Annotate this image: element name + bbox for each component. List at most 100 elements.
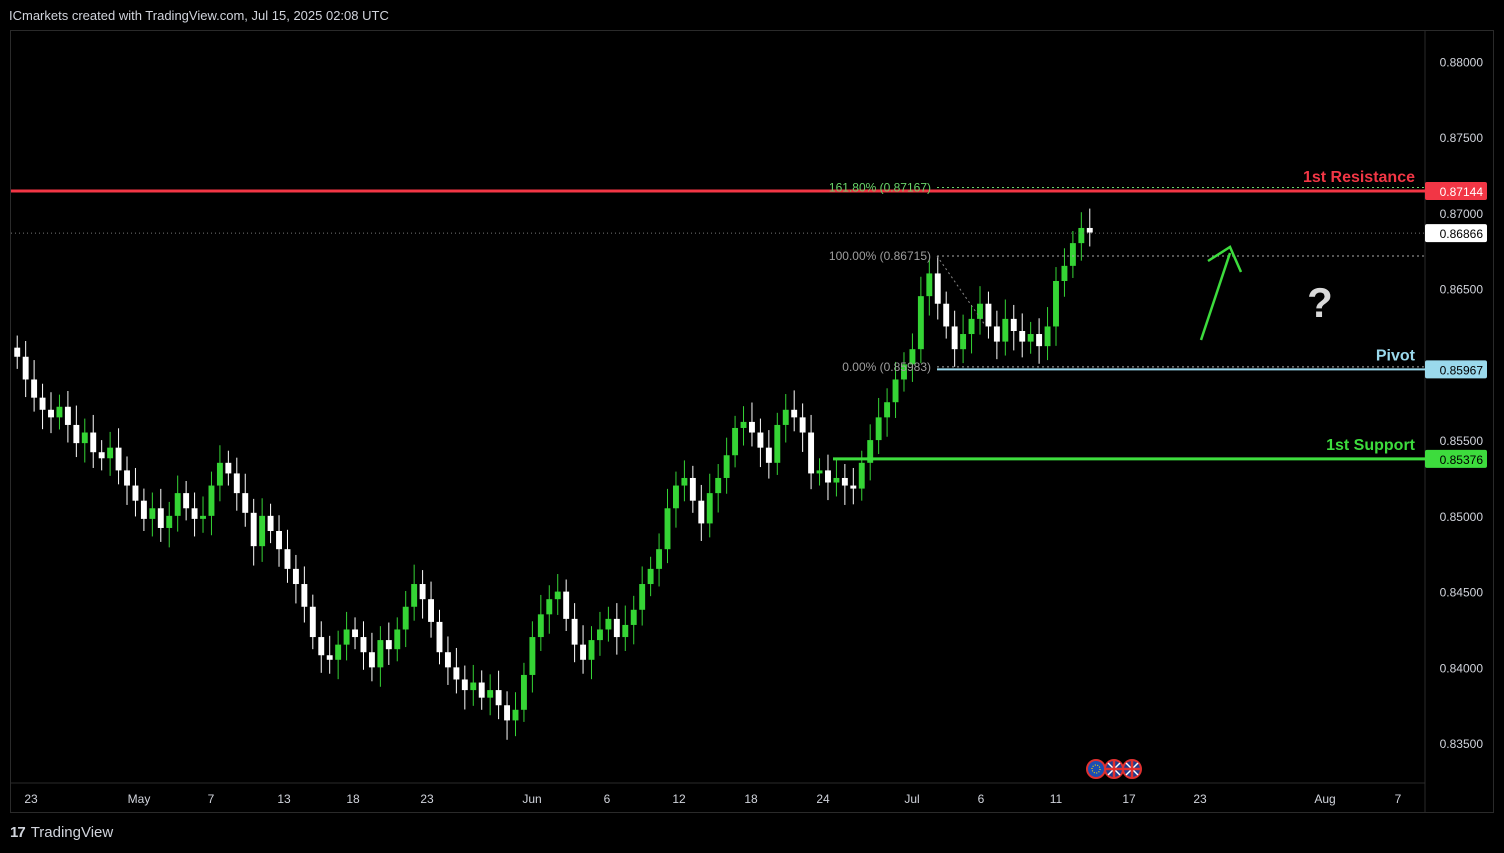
candle bbox=[977, 286, 983, 335]
candle bbox=[377, 626, 384, 687]
projection-arrow bbox=[1199, 245, 1243, 341]
candle bbox=[385, 622, 392, 665]
candle bbox=[14, 335, 21, 369]
candle bbox=[765, 430, 772, 479]
candle bbox=[419, 570, 426, 619]
chart-attribution: ICmarkets created with TradingView.com, … bbox=[9, 8, 389, 23]
candle bbox=[64, 391, 71, 443]
candle bbox=[292, 554, 299, 604]
candle bbox=[1019, 313, 1026, 358]
resistance-label: 1st Resistance bbox=[1303, 169, 1415, 186]
candle bbox=[698, 484, 705, 541]
candle bbox=[934, 255, 941, 320]
pivot-price-label: 0.85967 bbox=[1440, 363, 1484, 377]
fib-connector bbox=[936, 255, 987, 327]
candle bbox=[1010, 304, 1017, 351]
candle bbox=[664, 488, 671, 564]
support-label: 1st Support bbox=[1326, 437, 1416, 454]
question-annotation: ? bbox=[1307, 279, 1333, 326]
candle bbox=[183, 481, 190, 521]
candle bbox=[816, 458, 823, 486]
candle bbox=[596, 611, 603, 656]
candle bbox=[157, 488, 164, 542]
candle bbox=[909, 333, 916, 382]
candle bbox=[48, 392, 54, 434]
grid-layer bbox=[11, 31, 1426, 812]
candle bbox=[394, 617, 401, 662]
time-tick-label: 6 bbox=[978, 792, 985, 806]
uk-flag-icon[interactable] bbox=[1104, 759, 1124, 779]
candle bbox=[647, 556, 654, 597]
time-tick-label: Jul bbox=[904, 792, 919, 806]
candle bbox=[749, 402, 755, 447]
candle bbox=[90, 414, 97, 468]
candle bbox=[368, 632, 375, 682]
price-tick-label: 0.84500 bbox=[1440, 586, 1484, 600]
candle bbox=[554, 574, 561, 615]
candle bbox=[81, 418, 88, 463]
candle bbox=[31, 360, 38, 412]
candle bbox=[411, 564, 418, 621]
candle bbox=[757, 418, 764, 468]
candle bbox=[140, 488, 147, 531]
price-axis: 0.880000.875000.870000.865000.860000.855… bbox=[1425, 55, 1487, 751]
candle bbox=[656, 533, 663, 587]
pivot-label: Pivot bbox=[1376, 347, 1416, 364]
time-tick-label: 11 bbox=[1050, 792, 1063, 806]
candle bbox=[740, 406, 747, 446]
price-tick-label: 0.84000 bbox=[1440, 661, 1484, 675]
price-chart[interactable]: 1st Resistance Pivot 1st Support 161.80% (… bbox=[11, 31, 1493, 812]
candle bbox=[901, 352, 907, 392]
support-price-badge bbox=[1425, 449, 1487, 468]
time-tick-label: 18 bbox=[744, 792, 758, 806]
time-tick-label: 17 bbox=[1122, 792, 1136, 806]
candle bbox=[343, 611, 350, 661]
tradingview-logo[interactable]: 17 TradingView bbox=[10, 824, 113, 841]
candle bbox=[520, 662, 527, 722]
candle bbox=[200, 496, 206, 533]
time-tick-label: Jun bbox=[522, 792, 541, 806]
candle bbox=[723, 437, 730, 494]
candle bbox=[276, 515, 282, 567]
candle bbox=[799, 403, 806, 452]
candle bbox=[968, 304, 975, 354]
candle bbox=[571, 603, 578, 663]
candle bbox=[1053, 267, 1059, 346]
fibonacci-layer: 161.80% (0.87167) 100.00% (0.86715) 0.00% … bbox=[829, 181, 1425, 374]
candle bbox=[318, 621, 325, 673]
candle bbox=[546, 585, 553, 634]
levels-layer: 1st Resistance Pivot 1st Support bbox=[11, 169, 1425, 461]
candle bbox=[107, 431, 114, 476]
uk-flag-icon[interactable] bbox=[1122, 759, 1142, 779]
candle bbox=[124, 456, 130, 505]
candle bbox=[808, 414, 815, 490]
resistance-price-label: 0.87144 bbox=[1440, 185, 1484, 199]
candle bbox=[715, 464, 722, 513]
candle bbox=[73, 405, 80, 458]
time-tick-label: May bbox=[128, 792, 151, 806]
time-tick-label: 7 bbox=[1395, 792, 1402, 806]
candle bbox=[132, 467, 139, 517]
candle bbox=[39, 383, 46, 430]
candle bbox=[1069, 231, 1076, 278]
candle bbox=[1078, 212, 1085, 261]
price-tick-label: 0.85000 bbox=[1440, 510, 1484, 524]
current-price-badge bbox=[1425, 224, 1487, 243]
chart-frame[interactable]: 1st Resistance Pivot 1st Support 161.80% (… bbox=[10, 30, 1494, 813]
candle bbox=[774, 412, 781, 475]
candle bbox=[529, 621, 536, 693]
time-tick-label: 7 bbox=[208, 792, 215, 806]
candles-layer bbox=[14, 208, 1093, 740]
candle bbox=[402, 591, 409, 648]
current-price-label: 0.86866 bbox=[1440, 227, 1484, 241]
candle bbox=[208, 471, 215, 536]
fib-level-label: 100.00% (0.86715) bbox=[829, 249, 931, 263]
candle bbox=[985, 291, 992, 339]
price-tick-label: 0.85500 bbox=[1440, 434, 1484, 448]
candle bbox=[580, 625, 587, 674]
price-tick-label: 0.87000 bbox=[1440, 207, 1484, 221]
candle bbox=[233, 457, 240, 511]
eu-flag-icon[interactable] bbox=[1086, 759, 1106, 779]
candle bbox=[495, 670, 502, 720]
candle bbox=[613, 603, 620, 655]
